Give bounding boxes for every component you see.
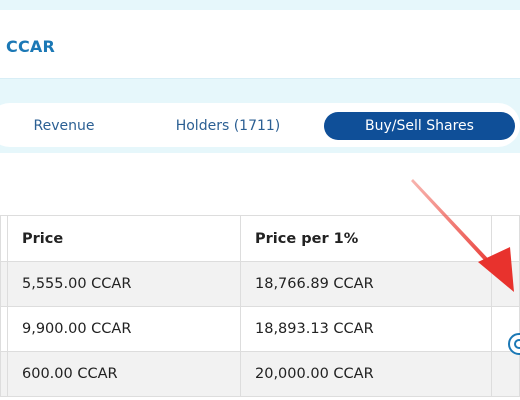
column-header-price: Price [7, 215, 241, 262]
price-per-percent-cell: 20,000.00 CCAR [240, 351, 492, 397]
price-per-percent-cell: 18,766.89 CCAR [240, 261, 492, 307]
header: CCAR [0, 10, 520, 79]
table-row[interactable]: 5,555.00 CCAR 18,766.89 CCAR [0, 261, 520, 307]
table-header-cell-empty [0, 215, 8, 262]
tab-revenue[interactable]: Revenue [33, 118, 95, 134]
content-area: Price Price per 1% 5,555.00 CCAR 18,766.… [0, 153, 520, 400]
table-cell [491, 261, 520, 307]
table-header-row: Price Price per 1% [0, 215, 520, 262]
price-cell: 5,555.00 CCAR [7, 261, 241, 307]
price-cell: 9,900.00 CCAR [7, 306, 241, 352]
column-header-price-per-percent: Price per 1% [240, 215, 492, 262]
table-row[interactable]: 9,900.00 CCAR 18,893.13 CCAR [0, 306, 520, 352]
table-header-cell-empty [491, 215, 520, 262]
table-cell [0, 351, 8, 397]
tab-holders[interactable]: Holders (1711) [175, 118, 281, 134]
table-cell [0, 306, 8, 352]
shares-table: Price Price per 1% 5,555.00 CCAR 18,766.… [0, 215, 520, 397]
page-title: CCAR [6, 37, 55, 56]
help-circle-inner [514, 339, 520, 349]
help-circle-icon[interactable] [508, 333, 520, 355]
tab-buy-sell-shares[interactable]: Buy/Sell Shares [324, 112, 515, 140]
price-per-percent-cell: 18,893.13 CCAR [240, 306, 492, 352]
table-cell [0, 261, 8, 307]
table-cell [491, 351, 520, 397]
price-cell: 600.00 CCAR [7, 351, 241, 397]
top-strip [0, 0, 520, 10]
table-row[interactable]: 600.00 CCAR 20,000.00 CCAR [0, 351, 520, 397]
